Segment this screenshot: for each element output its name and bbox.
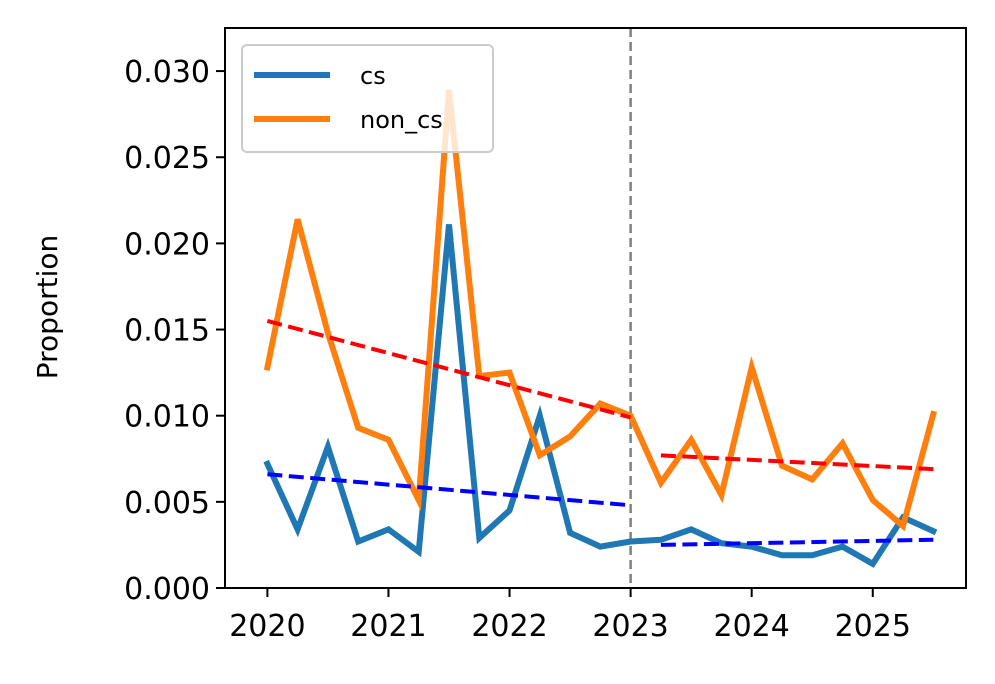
x-tick-label-2021: 2021 <box>350 609 426 644</box>
y-tick-label-0.020: 0.020 <box>124 227 210 262</box>
x-tick-label-2020: 2020 <box>229 609 305 644</box>
y-tick-label-0.010: 0.010 <box>124 400 210 435</box>
y-tick-label-0.005: 0.005 <box>124 486 210 521</box>
axes-frame <box>224 27 967 589</box>
x-tick-label-2023: 2023 <box>592 609 668 644</box>
y-tick-label-0.015: 0.015 <box>124 314 210 349</box>
y-tick-label-0.030: 0.030 <box>124 55 210 90</box>
x-tick-label-2024: 2024 <box>714 609 790 644</box>
axes-layer: 2020 2021 2022 2023 2024 2025 0.000 0.005 0.010 0… <box>124 27 967 644</box>
trend-line-red-1 <box>660 453 934 472</box>
trend-line-red-0 <box>266 318 632 420</box>
legend-box <box>241 44 494 153</box>
x-tick-label-2025: 2025 <box>835 609 911 644</box>
x-tick-label-2022: 2022 <box>471 609 547 644</box>
marks-layer <box>263 28 938 588</box>
y-tick-label-0.025: 0.025 <box>124 141 210 176</box>
legend: cs non_cs <box>241 44 494 153</box>
trend-line-blue-2 <box>267 472 631 508</box>
y-axis-title: Proportion <box>31 235 64 379</box>
legend-label-non-cs: non_cs <box>360 106 443 134</box>
legend-label-cs: cs <box>360 62 386 90</box>
trend-line-blue-3 <box>660 537 934 547</box>
y-tick-label-0.000: 0.000 <box>124 572 210 607</box>
